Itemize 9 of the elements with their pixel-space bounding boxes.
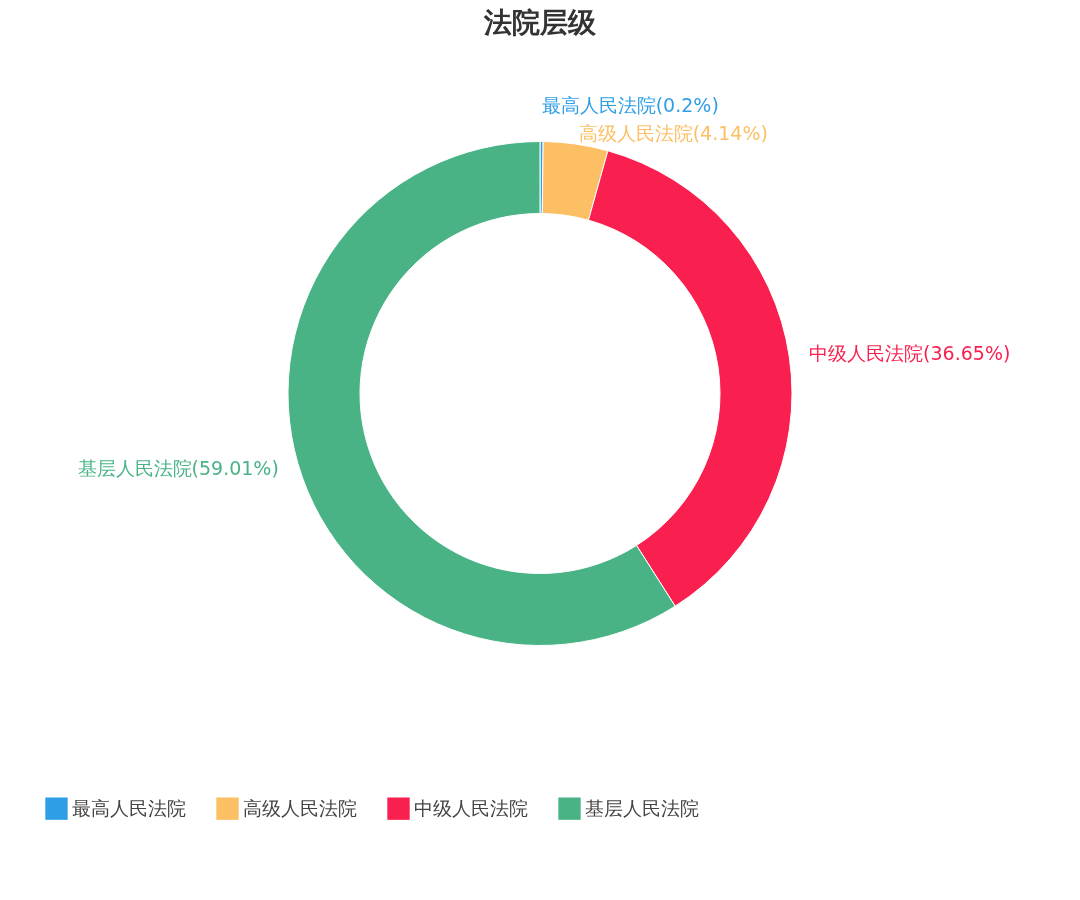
- data-label: 中级人民法院(36.65%): [809, 341, 1011, 364]
- data-label: 高级人民法院(4.14%): [578, 122, 768, 145]
- chart-title: 法院层级: [483, 6, 597, 39]
- legend-label: 最高人民法院: [72, 796, 186, 819]
- legend-label: 中级人民法院: [414, 796, 528, 819]
- legend-label: 基层人民法院: [585, 796, 699, 819]
- legend-label: 高级人民法院: [243, 796, 357, 819]
- data-label: 最高人民法院(0.2%): [541, 93, 719, 116]
- data-label: 基层人民法院(59.01%): [77, 457, 279, 480]
